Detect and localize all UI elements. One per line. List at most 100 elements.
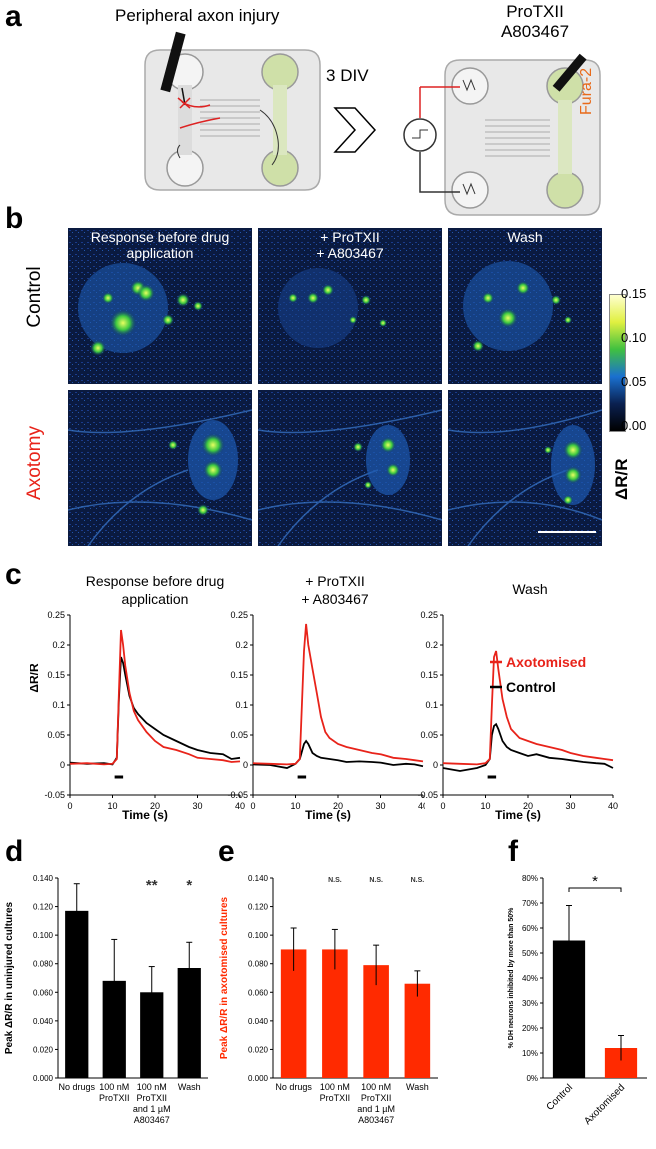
y-tick-label: 0.060: [33, 988, 54, 997]
colorbar-tick-0: 0.15: [621, 286, 647, 301]
series-line-axotomised: [252, 623, 424, 766]
panel-b-col2-line2: + A803467: [316, 245, 384, 261]
y-tick-label: 20%: [522, 1024, 538, 1033]
chart-c1-title-line2: application: [121, 591, 189, 607]
y-tick-label: 0.120: [33, 903, 54, 912]
x-axis-label: Time (s): [122, 808, 168, 822]
series-line-axotomised: [442, 650, 614, 766]
category-label: No drugs: [58, 1082, 95, 1092]
significance-marker: N.S.: [328, 877, 342, 884]
y-tick-label: 0.100: [248, 931, 269, 940]
left-microfluidic-device: [144, 31, 321, 191]
right-microfluidic-device: [403, 53, 601, 216]
panel-label-b: b: [5, 202, 24, 235]
significance-marker: **: [146, 877, 158, 894]
legend-label-control: Control: [506, 679, 556, 695]
y-tick-label: 0.140: [248, 874, 269, 883]
category-label: 100 nM: [320, 1082, 350, 1092]
x-tick-label: 0: [440, 801, 445, 811]
bar: [280, 949, 307, 1078]
panel-b-col2-line1: + ProTXII: [320, 229, 380, 245]
series-line-control: [69, 656, 241, 766]
bar-chart-axotomised: 0.000 0.020 0.040 0.060 0.080 0.100 0.120 0.140…: [219, 874, 438, 1125]
x-tick-label: 40: [418, 801, 425, 811]
panel-a-diagram: [144, 31, 601, 216]
panel-a-right-title-1: ProTXII: [506, 2, 564, 21]
y-tick-label: 0.2: [425, 640, 438, 650]
y-tick-label: 0.080: [248, 960, 269, 969]
x-tick-label: 10: [107, 801, 117, 811]
y-tick-label: 0.1: [235, 700, 248, 710]
x-tick-label: 30: [375, 801, 385, 811]
y-tick-label: -0.05: [418, 790, 438, 800]
bar: [102, 980, 126, 1078]
y-axis-label: % DH neurons inhibited by more than 50%: [508, 907, 515, 1049]
legend: Axotomised Control: [490, 654, 586, 695]
bar: [404, 983, 431, 1078]
category-label: Wash: [406, 1082, 429, 1092]
colorbar-tick-3: 0.00: [621, 418, 647, 433]
image-axotomy-before: [68, 390, 252, 546]
category-label: ProTXII: [99, 1093, 130, 1103]
x-axis-label: Time (s): [495, 808, 541, 822]
y-tick-label: 0.080: [33, 960, 54, 969]
panel-label-c: c: [5, 558, 22, 591]
y-tick-label: 0.000: [248, 1074, 269, 1083]
colorbar-tick-1: 0.10: [621, 330, 647, 345]
y-tick-label: 80%: [522, 874, 538, 883]
category-label: No drugs: [275, 1082, 312, 1092]
panel-a-left-title: Peripheral axon injury: [115, 6, 280, 25]
y-tick-label: 0.1: [52, 700, 65, 710]
image-control-wash: [448, 228, 602, 384]
bar: [140, 992, 164, 1078]
chart-c2-title-line1: + ProTXII: [305, 573, 365, 589]
row-label-control: Control: [24, 266, 45, 328]
colorbar-tick-2: 0.05: [621, 374, 647, 389]
bar: [177, 968, 201, 1078]
category-label: ProTXII: [361, 1093, 392, 1103]
y-tick-label: 0.05: [47, 730, 65, 740]
y-tick-label: 0.15: [420, 670, 438, 680]
y-tick-label: 0.25: [47, 610, 65, 620]
fura-label: Fura-2: [578, 67, 595, 115]
image-control-before: [68, 228, 252, 384]
chart-c3-title: Wash: [512, 581, 548, 597]
bar: [322, 949, 348, 1078]
x-tick-label: 0: [67, 801, 72, 811]
y-axis-label: Peak ΔR/R in axotomised cultures: [219, 896, 230, 1059]
y-tick-label: 0.15: [230, 670, 248, 680]
bar-chart-uninjured: 0.000 0.020 0.040 0.060 0.080 0.100 0.120 0.140…: [4, 874, 208, 1125]
category-label: 100 nM: [361, 1082, 391, 1092]
panel-a-right-title-2: A803467: [500, 22, 570, 41]
panel-label-e: e: [218, 835, 235, 868]
x-tick-label: 20: [150, 801, 160, 811]
y-tick-label: 60%: [522, 924, 538, 933]
panel-b-col1-title: Response before drug application: [90, 229, 230, 261]
significance-marker: N.S.: [411, 877, 425, 884]
chart-c2-title-line2: + A803467: [301, 591, 369, 607]
y-tick-label: 50%: [522, 949, 538, 958]
colorbar: [609, 294, 626, 432]
significance-marker: N.S.: [369, 877, 383, 884]
category-label: A803467: [358, 1115, 394, 1125]
bar-chart-percent-inhibited: 0% 10% 20% 30% 40% 50% 60% 70% 80% % DH neurons i…: [508, 873, 647, 1127]
category-label: 100 nM: [99, 1082, 129, 1092]
y-tick-label: 10%: [522, 1049, 538, 1058]
x-tick-label: 20: [333, 801, 343, 811]
y-axis-label: ΔR/R: [30, 663, 41, 693]
y-axis-label: Peak ΔR/R in uninjured cultures: [4, 901, 15, 1054]
y-tick-label: 0.020: [33, 1045, 54, 1054]
y-tick-label: 0.25: [420, 610, 438, 620]
y-tick-label: -0.05: [44, 790, 65, 800]
category-label: and 1 µM: [133, 1104, 171, 1114]
panel-b-col3-title: Wash: [507, 229, 543, 245]
image-axotomy-drug: [258, 390, 442, 546]
image-axotomy-wash: [448, 390, 602, 546]
chevron-arrow-icon: [333, 107, 377, 153]
row-label-axotomy: Axotomy: [24, 426, 45, 500]
y-tick-label: 0.040: [33, 1017, 54, 1026]
legend-label-axotomised: Axotomised: [506, 654, 586, 670]
y-tick-label: 30%: [522, 999, 538, 1008]
panel-label-a: a: [5, 0, 22, 33]
